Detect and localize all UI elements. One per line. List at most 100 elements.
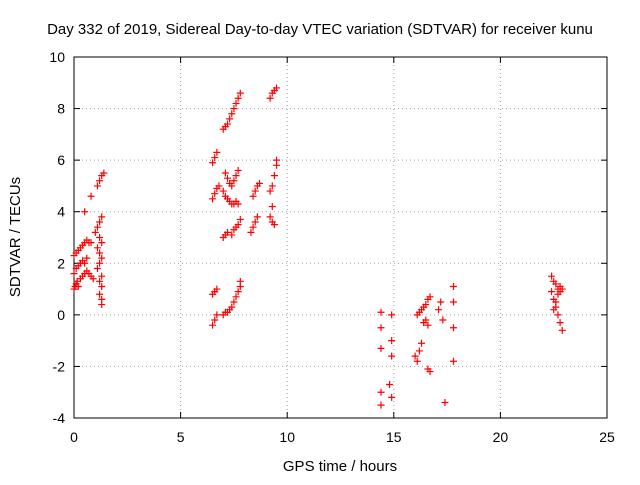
x-tick-label: 25 (599, 429, 615, 445)
data-point (96, 277, 104, 285)
data-point (100, 169, 108, 177)
data-point (548, 272, 556, 280)
data-point (98, 213, 106, 221)
data-point (247, 228, 255, 236)
data-point (268, 182, 276, 190)
data-point (96, 177, 104, 185)
data-point (266, 213, 274, 221)
data-point (386, 380, 394, 388)
data-point (213, 285, 221, 293)
data-point (552, 280, 560, 288)
data-point (98, 282, 106, 290)
data-point (234, 94, 242, 102)
x-tick-label: 15 (386, 429, 402, 445)
data-point (211, 154, 219, 162)
data-point (249, 223, 257, 231)
data-point (98, 239, 106, 247)
data-point (558, 285, 566, 293)
data-point (224, 120, 232, 128)
data-point (232, 293, 240, 301)
data-point (96, 234, 104, 241)
data-point (449, 357, 457, 365)
data-point (224, 228, 232, 236)
data-point (270, 172, 278, 180)
data-point (96, 259, 104, 267)
data-point (91, 228, 99, 236)
data-point (230, 105, 238, 113)
data-point (70, 270, 78, 278)
data-point (424, 321, 432, 329)
data-point (253, 213, 261, 221)
data-point (550, 306, 558, 314)
data-point (236, 89, 244, 97)
grid-layer (74, 57, 607, 418)
data-point (554, 290, 562, 298)
data-point (215, 182, 223, 190)
data-point (377, 388, 385, 396)
data-point (83, 254, 91, 262)
data-point (266, 94, 274, 102)
data-point (236, 277, 244, 285)
y-tick-label: -2 (53, 358, 66, 374)
data-point (93, 244, 101, 252)
data-point (558, 326, 566, 334)
data-point (230, 177, 238, 185)
y-tick-label: 6 (57, 152, 65, 168)
data-point (81, 208, 89, 216)
data-point (96, 290, 104, 298)
data-point (96, 249, 104, 257)
data-point (388, 337, 396, 345)
data-point (211, 190, 219, 198)
data-point (234, 288, 242, 296)
data-point (273, 156, 281, 164)
data-point (98, 254, 106, 262)
x-tick-label: 5 (177, 429, 185, 445)
y-tick-label: 0 (57, 307, 65, 323)
data-point (87, 239, 95, 247)
data-point (413, 357, 421, 365)
y-tick-label: 8 (57, 101, 65, 117)
data-point (377, 308, 385, 316)
y-tick-label: -4 (53, 410, 66, 426)
data-point (377, 324, 385, 332)
data-point (388, 393, 396, 401)
plot-frame (73, 56, 608, 419)
data-point (221, 169, 229, 177)
data-points (70, 84, 566, 409)
data-point (441, 399, 449, 407)
data-point (98, 301, 106, 309)
data-point (236, 215, 244, 223)
data-point (388, 311, 396, 319)
y-axis-title: SDTVAR / TECUs (7, 177, 24, 297)
data-point (98, 272, 106, 280)
data-point (439, 316, 447, 324)
data-point (548, 288, 556, 296)
data-point (232, 172, 240, 180)
data-point (213, 311, 221, 319)
chart-title: Day 332 of 2019, Sidereal Day-to-day VTE… (47, 21, 593, 38)
data-point (232, 99, 240, 107)
data-point (270, 221, 278, 229)
data-point (93, 182, 101, 190)
data-point (96, 218, 104, 226)
data-point (211, 316, 219, 324)
x-axis-title: GPS time / hours (283, 458, 397, 475)
data-point (268, 203, 276, 211)
data-point (255, 179, 263, 187)
data-point (422, 316, 430, 324)
data-point (418, 339, 426, 347)
data-point (377, 401, 385, 409)
x-tick-label: 10 (279, 429, 295, 445)
y-tick-label: 10 (49, 49, 65, 65)
data-point (251, 218, 259, 226)
data-point (230, 298, 238, 306)
data-point (556, 319, 564, 327)
data-point (226, 115, 234, 123)
data-point (81, 259, 89, 267)
y-tick-label: 4 (57, 204, 65, 220)
data-point (93, 223, 101, 231)
data-point (87, 192, 95, 200)
x-tick-label: 0 (70, 429, 78, 445)
data-point (426, 368, 434, 376)
